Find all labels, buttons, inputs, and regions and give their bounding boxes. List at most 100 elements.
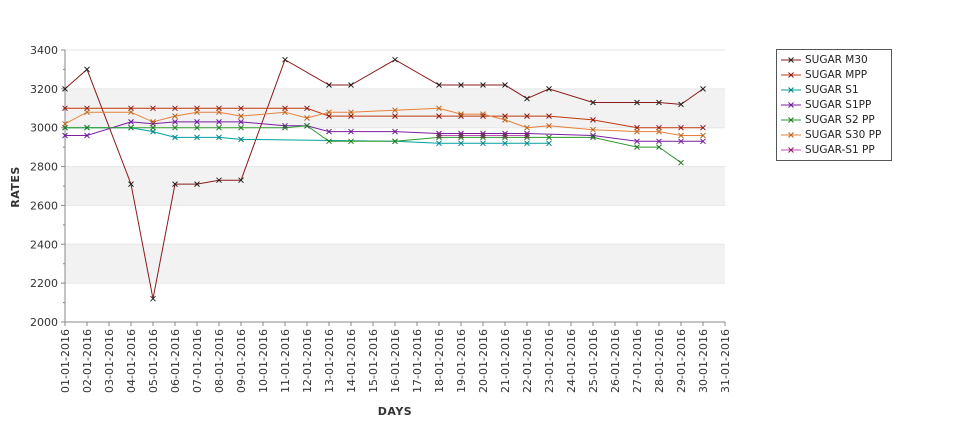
data-point-marker	[502, 140, 508, 147]
data-point-marker	[678, 101, 684, 108]
legend-swatch-icon	[781, 52, 801, 67]
data-point-marker	[216, 124, 222, 131]
data-point-marker	[590, 132, 596, 139]
data-point-marker	[502, 117, 508, 123]
data-point-marker	[392, 107, 398, 114]
data-point-marker	[480, 82, 486, 88]
data-point-marker	[546, 122, 552, 129]
data-point-marker	[84, 109, 90, 116]
grid-band	[65, 244, 725, 284]
data-point-marker	[216, 134, 222, 141]
data-point-marker	[480, 140, 486, 147]
data-point-marker	[172, 119, 178, 125]
x-tick-label: 04-01-2016	[125, 329, 138, 393]
x-tick-label: 29-01-2016	[675, 329, 688, 393]
chart-legend: SUGAR M30 SUGAR MPP SUGAR S1 SUGAR S1PP SUGA…	[776, 49, 892, 161]
data-point-marker	[128, 124, 134, 131]
x-tick-label: 08-01-2016	[213, 329, 226, 393]
legend-item: SUGAR S1PP	[777, 97, 891, 112]
y-tick-label: 2800	[30, 161, 58, 174]
grid-band	[65, 50, 725, 89]
data-point-marker	[546, 86, 552, 92]
data-point-marker	[678, 159, 684, 166]
x-tick-label: 18-01-2016	[433, 329, 446, 393]
data-point-marker	[172, 113, 178, 119]
data-point-marker	[194, 124, 200, 131]
data-point-marker	[524, 134, 530, 141]
data-point-marker	[238, 105, 244, 112]
data-point-marker	[304, 115, 310, 121]
series-markers	[62, 56, 706, 302]
y-axis: 2000 2200 2400 2600 2800 3000 3200 3400	[30, 44, 65, 329]
data-point-marker	[634, 99, 640, 106]
grid-band	[65, 127, 725, 167]
data-point-marker	[524, 113, 530, 119]
grid-band	[65, 283, 725, 322]
y-axis-title: RATES	[9, 166, 22, 208]
x-tick-label: 22-01-2016	[521, 329, 534, 393]
x-tick-label: 30-01-2016	[697, 329, 710, 393]
data-point-marker	[238, 119, 244, 125]
data-point-marker	[678, 124, 684, 131]
data-point-marker	[502, 132, 508, 139]
data-point-marker	[436, 140, 442, 147]
data-point-marker	[216, 109, 222, 116]
data-point-marker	[150, 295, 156, 302]
data-point-marker	[524, 140, 530, 147]
data-point-marker	[590, 134, 596, 141]
data-point-marker	[238, 113, 244, 119]
data-point-marker	[62, 105, 68, 112]
legend-swatch-icon	[781, 67, 801, 82]
data-point-marker	[172, 134, 178, 141]
grid-band	[65, 166, 725, 206]
x-tick-label: 27-01-2016	[631, 329, 644, 393]
data-point-marker	[62, 120, 68, 127]
x-tick-label: 09-01-2016	[235, 329, 248, 393]
x-tick-label: 26-01-2016	[609, 329, 622, 393]
data-point-marker	[150, 119, 156, 125]
data-point-marker	[656, 144, 662, 150]
y-tick-label: 2000	[30, 316, 58, 329]
data-point-marker	[700, 138, 706, 145]
data-point-marker	[458, 134, 464, 141]
data-point-marker	[172, 181, 178, 187]
x-tick-label: 24-01-2016	[565, 329, 578, 393]
x-tick-label: 07-01-2016	[191, 329, 204, 393]
grid-band	[65, 205, 725, 245]
data-point-marker	[524, 132, 530, 139]
data-point-marker	[348, 82, 354, 88]
data-point-marker	[348, 138, 354, 145]
y-tick-label: 3000	[30, 122, 58, 135]
data-point-marker	[590, 117, 596, 123]
data-point-marker	[634, 144, 640, 150]
legend-label: SUGAR S2 PP	[805, 113, 875, 126]
legend-swatch-icon	[781, 112, 801, 127]
data-point-marker	[238, 177, 244, 184]
data-point-marker	[700, 86, 706, 92]
data-point-marker	[502, 134, 508, 141]
x-tick-label: 14-01-2016	[345, 329, 358, 393]
legend-label: SUGAR S1	[805, 83, 859, 96]
data-point-marker	[634, 138, 640, 145]
x-tick-label: 06-01-2016	[169, 329, 182, 393]
data-point-marker	[590, 126, 596, 133]
legend-item: SUGAR M30	[777, 52, 891, 67]
data-point-marker	[524, 124, 530, 131]
y-tick-label: 3200	[30, 83, 58, 96]
legend-item: SUGAR S2 PP	[777, 112, 891, 127]
x-tick-label: 21-01-2016	[499, 329, 512, 393]
data-point-marker	[62, 86, 68, 92]
x-tick-label: 01-01-2016	[59, 329, 72, 393]
grid-bands	[65, 49, 725, 323]
data-point-marker	[436, 134, 442, 141]
data-point-marker	[656, 128, 662, 135]
data-point-marker	[634, 128, 640, 135]
data-point-marker	[678, 132, 684, 139]
data-point-marker	[590, 99, 596, 106]
y-tick-label: 3400	[30, 44, 58, 57]
data-point-marker	[216, 119, 222, 125]
legend-label: SUGAR-S1 PP	[805, 143, 875, 156]
data-point-marker	[282, 122, 288, 129]
data-point-marker	[656, 138, 662, 145]
